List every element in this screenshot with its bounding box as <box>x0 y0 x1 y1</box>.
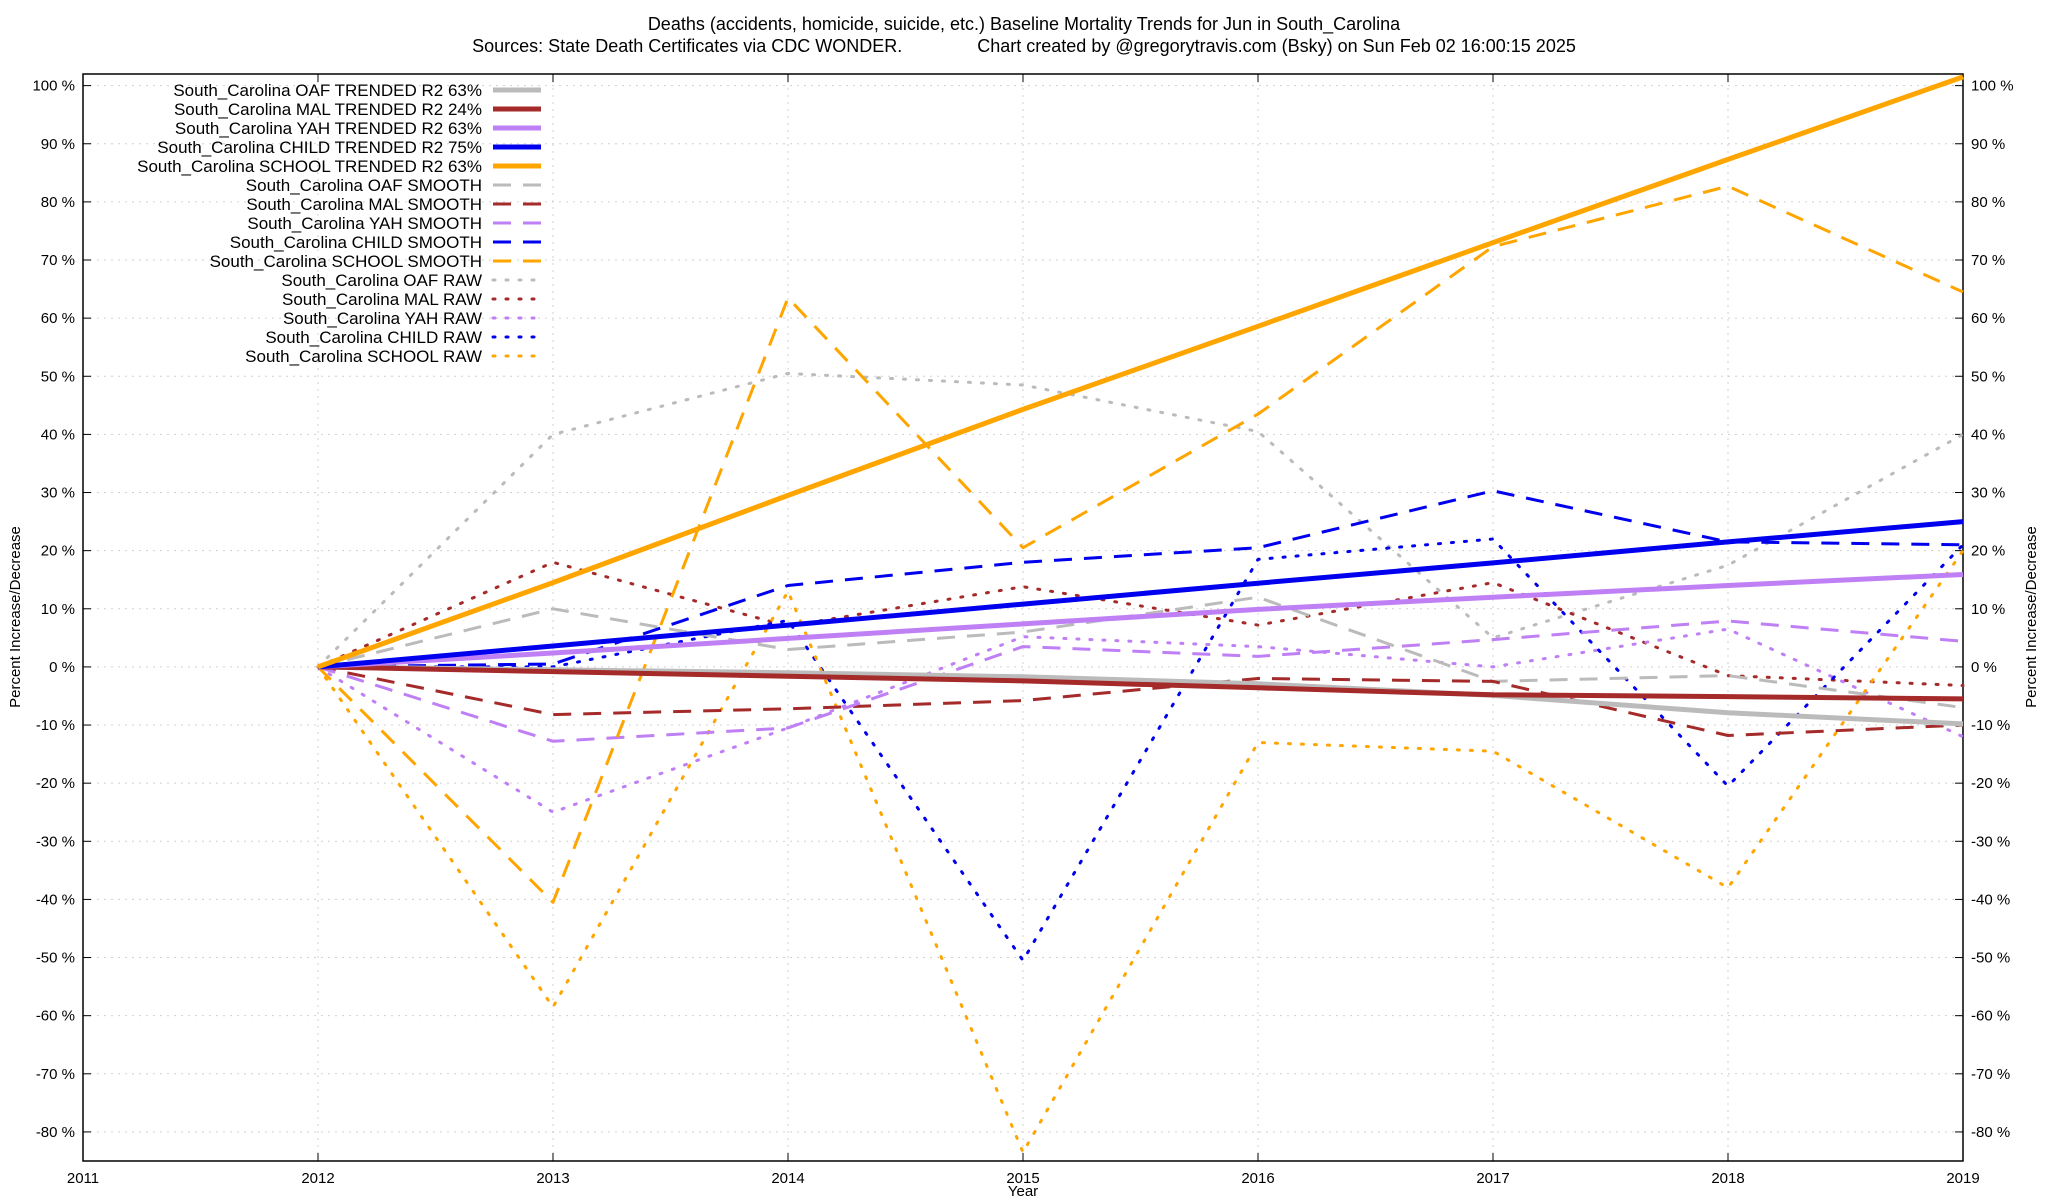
y-tick-label-left: -10 % <box>36 717 75 734</box>
legend-label-4: South_Carolina SCHOOL TRENDED R2 63% <box>137 157 482 176</box>
y-tick-label-right: 0 % <box>1971 659 1997 676</box>
y-tick-label-right: 50 % <box>1971 368 2005 385</box>
legend-label-5: South_Carolina OAF SMOOTH <box>246 176 482 195</box>
y-tick-label-right: -60 % <box>1971 1008 2010 1025</box>
y-tick-label-left: 20 % <box>41 543 75 560</box>
legend-label-1: South_Carolina MAL TRENDED R2 24% <box>174 100 482 119</box>
y-tick-label-right: -80 % <box>1971 1124 2010 1141</box>
y-tick-label-right: -10 % <box>1971 717 2010 734</box>
y-tick-label-right: 40 % <box>1971 426 2005 443</box>
legend-label-7: South_Carolina YAH SMOOTH <box>247 214 482 233</box>
x-tick-label: 2012 <box>301 1170 334 1187</box>
y-tick-label-right: -40 % <box>1971 891 2010 908</box>
legend-label-10: South_Carolina OAF RAW <box>281 271 482 290</box>
legend-label-12: South_Carolina YAH RAW <box>283 309 482 328</box>
x-axis-label: Year <box>1008 1183 1038 1200</box>
legend-label-6: South_Carolina MAL SMOOTH <box>246 195 482 214</box>
y-tick-label-left: -60 % <box>36 1008 75 1025</box>
legend-label-8: South_Carolina CHILD SMOOTH <box>230 233 482 252</box>
series-line-6 <box>317 665 1964 737</box>
y-tick-label-right: 30 % <box>1971 485 2005 502</box>
series-line-2 <box>317 572 1964 670</box>
y-tick-label-right: -20 % <box>1971 775 2010 792</box>
y-tick-label-right: -30 % <box>1971 833 2010 850</box>
series-line-1 <box>317 664 1964 702</box>
y-tick-label-right: 90 % <box>1971 136 2005 153</box>
y-tick-label-right: 70 % <box>1971 252 2005 269</box>
y-tick-label-right: 100 % <box>1971 78 2014 95</box>
y-tick-label-right: -50 % <box>1971 950 2010 967</box>
y-tick-label-right: 60 % <box>1971 310 2005 327</box>
y-tick-label-left: 50 % <box>41 368 75 385</box>
x-tick-label: 2016 <box>1241 1170 1274 1187</box>
legend-label-2: South_Carolina YAH TRENDED R2 63% <box>175 119 482 138</box>
legend-label-0: South_Carolina OAF TRENDED R2 63% <box>173 81 482 100</box>
chart-subtitle: Sources: State Death Certificates via CD… <box>472 36 1576 56</box>
series-line-14 <box>316 549 1965 1154</box>
y-tick-label-left: 0 % <box>49 659 75 676</box>
y-tick-label-left: 70 % <box>41 252 75 269</box>
x-tick-label: 2017 <box>1476 1170 1509 1187</box>
legend: South_Carolina OAF TRENDED R2 63%South_C… <box>137 81 543 366</box>
y-tick-label-left: 10 % <box>41 601 75 618</box>
chart-title: Deaths (accidents, homicide, suicide, et… <box>648 14 1401 35</box>
series-lines <box>316 74 1965 1154</box>
x-tick-label: 2013 <box>536 1170 569 1187</box>
legend-label-3: South_Carolina CHILD TRENDED R2 75% <box>157 138 482 157</box>
y-tick-label-left: -70 % <box>36 1066 75 1083</box>
x-tick-label: 2014 <box>771 1170 804 1187</box>
y-axis-label-right: Percent Increase/Decrease <box>2023 526 2040 708</box>
y-tick-label-right: -70 % <box>1971 1066 2010 1083</box>
y-tick-label-left: 80 % <box>41 194 75 211</box>
x-tick-label: 2018 <box>1711 1170 1744 1187</box>
series-line-5 <box>317 595 1964 710</box>
y-axis-label-left: Percent Increase/Decrease <box>7 526 24 708</box>
legend-label-14: South_Carolina SCHOOL RAW <box>245 347 482 366</box>
y-tick-label-left: -50 % <box>36 950 75 967</box>
x-tick-label: 2019 <box>1946 1170 1979 1187</box>
y-tick-label-left: 60 % <box>41 310 75 327</box>
y-tick-label-left: 40 % <box>41 426 75 443</box>
y-tick-label-right: 20 % <box>1971 543 2005 560</box>
legend-label-9: South_Carolina SCHOOL SMOOTH <box>210 252 482 271</box>
y-tick-label-left: -20 % <box>36 775 75 792</box>
y-tick-label-left: 100 % <box>32 78 75 95</box>
y-tick-label-left: -40 % <box>36 891 75 908</box>
legend-label-11: South_Carolina MAL RAW <box>282 290 482 309</box>
series-line-12 <box>316 627 1965 814</box>
y-tick-label-left: 30 % <box>41 485 75 502</box>
series-line-13 <box>316 537 1965 962</box>
legend-label-13: South_Carolina CHILD RAW <box>265 328 482 347</box>
series-line-7 <box>317 619 1964 743</box>
y-tick-label-left: -80 % <box>36 1124 75 1141</box>
series-line-9 <box>316 184 1964 904</box>
series-line-4 <box>317 74 1964 670</box>
axis-ticks: 2011 2012 2013 2014 2015 2016 2017 2018 2019 100 … <box>32 74 2014 1187</box>
y-tick-label-left: 90 % <box>41 136 75 153</box>
y-tick-label-left: -30 % <box>36 833 75 850</box>
x-tick-label: 2015 <box>1006 1170 1039 1187</box>
series-line-11 <box>316 560 1965 687</box>
series-line-3 <box>317 519 1964 670</box>
y-tick-label-right: 10 % <box>1971 601 2005 618</box>
x-tick-label: 2011 <box>67 1170 99 1187</box>
y-tick-label-right: 80 % <box>1971 194 2005 211</box>
